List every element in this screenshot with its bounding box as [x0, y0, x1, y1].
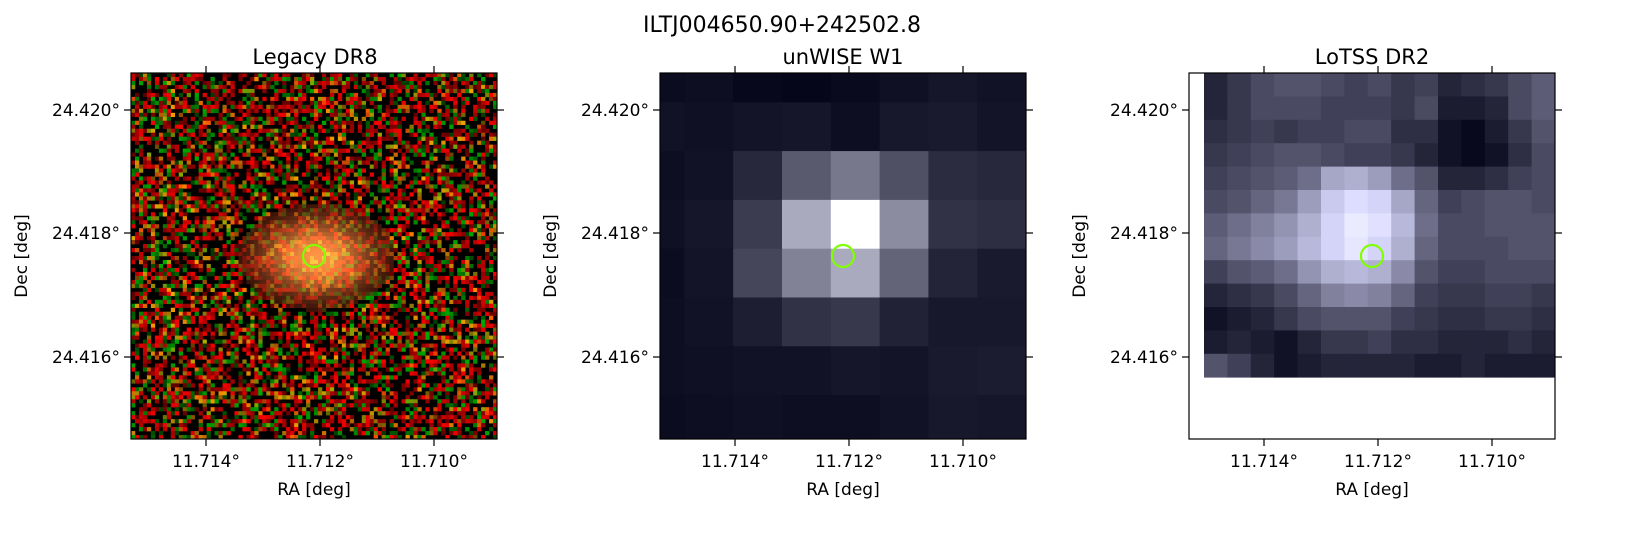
y-axis-label: Dec [deg] — [12, 214, 32, 298]
x-tick-label: 11.712° — [286, 452, 354, 472]
y-axis-label: Dec [deg] — [541, 214, 561, 298]
x-tick-label: 11.712° — [1344, 452, 1412, 472]
panel-title: Legacy DR8 — [252, 45, 377, 69]
y-ticks — [124, 109, 504, 358]
source-marker — [1359, 243, 1385, 269]
panel-legacy-dr8: Legacy DR8 11.714° 11.712° 11.710° 24.42… — [12, 45, 504, 500]
x-axis-label: RA [deg] — [277, 480, 350, 500]
x-axis-label: RA [deg] — [806, 480, 879, 500]
x-tick-label: 11.714° — [172, 452, 240, 472]
y-tick-label: 24.420° — [52, 101, 120, 121]
x-tick-label: 11.714° — [701, 452, 769, 472]
x-ticks — [1263, 66, 1493, 446]
figure-title: ILTJ004650.90+242502.8 — [643, 13, 921, 38]
y-tick-label: 24.418° — [1110, 224, 1178, 244]
legacy-dr8-image — [131, 73, 498, 440]
panel-title: unWISE W1 — [783, 45, 904, 69]
x-tick-label: 11.710° — [400, 452, 468, 472]
x-ticks — [205, 66, 435, 446]
y-axis-label: Dec [deg] — [1070, 214, 1090, 298]
x-ticks — [734, 66, 964, 446]
axes-frame — [659, 72, 1027, 440]
axes-frame — [1188, 72, 1556, 440]
axes-frame — [130, 72, 498, 440]
y-tick-label: 24.418° — [52, 224, 120, 244]
y-tick-label: 24.420° — [581, 101, 649, 121]
lotss-dr2-image — [1189, 73, 1555, 439]
x-tick-label: 11.710° — [1458, 452, 1526, 472]
x-tick-label: 11.714° — [1230, 452, 1298, 472]
x-axis-label: RA [deg] — [1335, 480, 1408, 500]
y-tick-label: 24.416° — [581, 348, 649, 368]
unwise-w1-image — [660, 73, 1026, 439]
y-tick-label: 24.416° — [52, 348, 120, 368]
y-tick-label: 24.416° — [1110, 348, 1178, 368]
source-marker — [830, 243, 856, 269]
panel-lotss-dr2: LoTSS DR2 11.714° 11.712° 11.710° 24.420… — [1070, 45, 1562, 500]
panel-title: LoTSS DR2 — [1315, 45, 1429, 69]
source-marker — [301, 243, 327, 269]
y-ticks — [653, 109, 1033, 358]
y-ticks — [1182, 109, 1562, 358]
x-tick-label: 11.712° — [815, 452, 883, 472]
y-tick-label: 24.420° — [1110, 101, 1178, 121]
panel-unwise-w1: unWISE W1 11.714° 11.712° 11.710° 24.420… — [541, 45, 1033, 500]
y-tick-label: 24.418° — [581, 224, 649, 244]
x-tick-label: 11.710° — [929, 452, 997, 472]
